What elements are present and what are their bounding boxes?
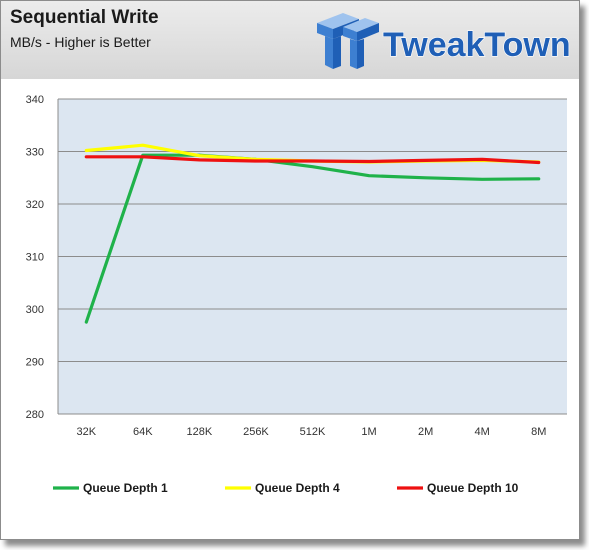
- x-tick-label: 512K: [300, 426, 326, 438]
- logo-text: TweakTown: [383, 26, 571, 64]
- y-tick-label: 300: [26, 304, 44, 316]
- x-tick-label: 2M: [418, 426, 433, 438]
- y-tick-label: 280: [26, 409, 44, 421]
- series-line: [84, 153, 541, 324]
- x-tick-label: 32K: [76, 426, 96, 438]
- x-tick-label: 128K: [187, 426, 213, 438]
- x-tick-label: 256K: [243, 426, 269, 438]
- x-tick-label: 64K: [133, 426, 153, 438]
- chart-frame: Sequential Write MB/s - Higher is Better…: [0, 0, 580, 540]
- y-tick-label: 340: [26, 94, 44, 106]
- y-tick-label: 330: [26, 147, 44, 159]
- x-tick-label: 1M: [361, 426, 376, 438]
- y-tick-label: 320: [26, 199, 44, 211]
- chart-title: Sequential Write: [10, 7, 159, 28]
- tweaktown-logo: TweakTown: [317, 13, 571, 69]
- legend-label: Queue Depth 10: [427, 481, 519, 495]
- x-tick-label: 8M: [531, 426, 546, 438]
- chart-subtitle: MB/s - Higher is Better: [10, 34, 151, 50]
- chart-header: Sequential Write MB/s - Higher is Better…: [1, 1, 579, 79]
- line-chart: 280 290 300 310 320 330 340 32K 64K 128K 256K 512K 1…: [26, 94, 567, 495]
- x-tick-label: 4M: [475, 426, 490, 438]
- y-tick-label: 290: [26, 357, 44, 369]
- tweaktown-logo-icon: [317, 13, 379, 69]
- legend-label: Queue Depth 1: [83, 481, 168, 495]
- legend-label: Queue Depth 4: [255, 481, 340, 495]
- y-tick-label: 310: [26, 252, 44, 264]
- series-line: [84, 155, 541, 165]
